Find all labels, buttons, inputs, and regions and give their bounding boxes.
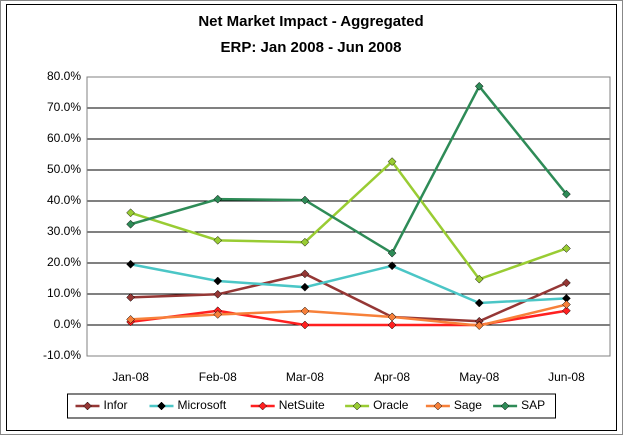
- plot-area: [86, 76, 611, 357]
- chart-title: Net Market Impact - Aggregated: [198, 13, 423, 30]
- series-marker: [126, 219, 135, 229]
- y-tick-label: 20.0%: [47, 255, 81, 269]
- y-tick-label: 0.0%: [54, 317, 82, 331]
- legend-marker: [500, 401, 510, 411]
- x-tick-label: Jun-08: [548, 370, 585, 384]
- series-marker: [126, 259, 135, 269]
- series-marker: [562, 278, 571, 288]
- legend-box: [67, 393, 556, 419]
- legend-label: Oracle: [373, 398, 409, 412]
- series-line: [130, 84, 568, 255]
- series-marker: [126, 208, 135, 218]
- x-tick-label: Feb-08: [199, 370, 237, 384]
- x-tick-label: Apr-08: [374, 370, 410, 384]
- series-marker: [126, 315, 135, 324]
- legend-label: SAP: [521, 398, 545, 412]
- y-tick-label: 70.0%: [47, 100, 81, 114]
- series-marker: [562, 306, 571, 316]
- legend-marker: [258, 401, 268, 411]
- y-tick-label: 30.0%: [47, 224, 81, 238]
- series-marker: [387, 320, 397, 330]
- legend-marker: [433, 401, 443, 411]
- legend-label: Microsoft: [178, 398, 227, 412]
- legend-marker: [83, 401, 92, 411]
- series-marker: [300, 269, 310, 279]
- series-marker: [387, 261, 397, 271]
- y-tick-label: 50.0%: [47, 162, 81, 176]
- series-marker: [387, 157, 397, 166]
- series-marker: [387, 248, 397, 258]
- legend-marker: [157, 401, 166, 411]
- series-marker: [213, 276, 223, 286]
- y-tick-label: 80.0%: [47, 69, 81, 83]
- series-marker: [213, 310, 223, 319]
- y-tick-label: 40.0%: [47, 193, 81, 207]
- series-line: [130, 303, 567, 327]
- series-line: [130, 263, 567, 305]
- chart-subtitle: ERP: Jan 2008 - Jun 2008: [221, 39, 402, 56]
- series-marker: [300, 320, 310, 330]
- x-tick-label: May-08: [459, 370, 499, 384]
- series-marker: [126, 293, 135, 302]
- series-line: [130, 159, 567, 281]
- x-tick-label: Jan-08: [112, 370, 149, 384]
- series-marker: [213, 194, 223, 204]
- series-marker: [474, 274, 484, 284]
- y-tick-label: 10.0%: [47, 286, 81, 300]
- legend-marker: [352, 401, 362, 411]
- legend-label: NetSuite: [279, 398, 325, 412]
- series-marker: [562, 189, 571, 199]
- series-marker: [474, 321, 484, 330]
- y-tick-label: 60.0%: [47, 131, 81, 145]
- series-marker: [300, 237, 310, 247]
- series-marker: [562, 244, 571, 253]
- x-tick-label: Mar-08: [286, 370, 324, 384]
- series-line: [130, 272, 567, 323]
- series-marker: [300, 306, 310, 316]
- series-marker: [562, 300, 571, 309]
- chart-area: [6, 4, 617, 431]
- series-marker: [213, 236, 223, 245]
- series-marker: [474, 81, 484, 91]
- series-marker: [474, 298, 484, 308]
- legend-label: Infor: [104, 398, 128, 412]
- series-marker: [300, 195, 310, 205]
- legend-label: Sage: [454, 398, 482, 412]
- series-marker: [300, 282, 310, 292]
- y-tick-label: -10.0%: [43, 348, 81, 362]
- series-marker: [387, 312, 397, 322]
- series-marker: [213, 289, 223, 299]
